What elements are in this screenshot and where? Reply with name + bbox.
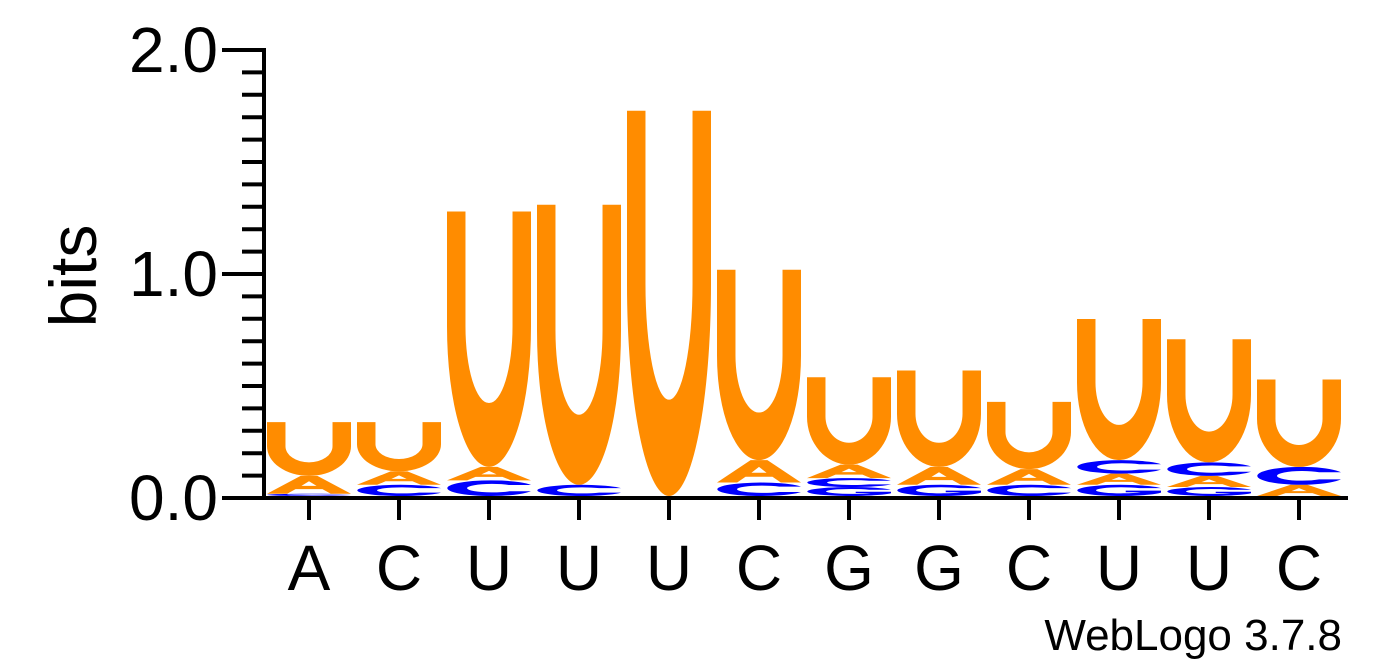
x-tick-label: U [646, 532, 692, 604]
logo-letter-A [717, 460, 801, 483]
logo-letter-A [357, 471, 441, 485]
logo-letter-C [1167, 462, 1251, 476]
logo-letter-C [267, 493, 351, 496]
y-tick-label: 1.0 [129, 238, 218, 310]
logo-letters [267, 110, 1341, 496]
logo-letter-U [627, 110, 711, 496]
logo-letter-A [267, 475, 351, 494]
x-tick-label: G [914, 532, 964, 604]
logo-letter-U [987, 401, 1071, 470]
logo-letter-C [447, 480, 531, 496]
x-tick-label: C [1276, 532, 1322, 604]
logo-letter-U [357, 422, 441, 472]
logo-letter-U [897, 370, 981, 467]
logo-letter-A [1077, 473, 1161, 485]
logo-letter-C [807, 478, 891, 488]
logo-letter-A [987, 469, 1071, 485]
logo-letter-A [897, 466, 981, 485]
logo-letter-G [807, 487, 891, 496]
logo-letter-U [1077, 319, 1161, 461]
x-tick-label: A [288, 532, 331, 604]
weblogo-credit: WebLogo 3.7.8 [1044, 611, 1342, 660]
x-tick-label: G [824, 532, 874, 604]
logo-letter-A [1167, 475, 1251, 488]
logo-letter-C [987, 484, 1071, 496]
logo-letter-A [807, 464, 891, 479]
logo-letter-U [1167, 339, 1251, 463]
x-tick-label: U [466, 532, 512, 604]
logo-letter-G [1077, 484, 1161, 496]
logo-letter-U [267, 422, 351, 476]
logo-letter-A [1257, 484, 1341, 496]
logo-letter-C [1257, 466, 1341, 485]
x-tick-label: U [1096, 532, 1142, 604]
x-tick-label: C [376, 532, 422, 604]
logo-letter-U [1257, 379, 1341, 467]
logo-letter-G [1167, 487, 1251, 496]
logo-letter-C [357, 484, 441, 496]
logo-letter-U [717, 269, 801, 461]
logo-letter-C [717, 482, 801, 496]
x-tick-label: C [736, 532, 782, 604]
logo-letter-C [537, 484, 621, 496]
x-tick-label: U [1186, 532, 1232, 604]
logo-letter-A [447, 466, 531, 481]
logo-letter-G [897, 484, 981, 496]
x-tick-label: U [556, 532, 602, 604]
y-tick-label: 0.0 [129, 462, 218, 534]
x-tick-label: C [1006, 532, 1052, 604]
y-axis-label: bits [36, 225, 110, 328]
y-axis: 0.0 1.0 2.0 [129, 14, 266, 534]
logo-letter-U [447, 211, 531, 467]
y-tick-label: 2.0 [129, 14, 218, 86]
logo-letter-U [807, 377, 891, 465]
logo-letter-C [1077, 460, 1161, 474]
logo-letter-U [537, 204, 621, 485]
